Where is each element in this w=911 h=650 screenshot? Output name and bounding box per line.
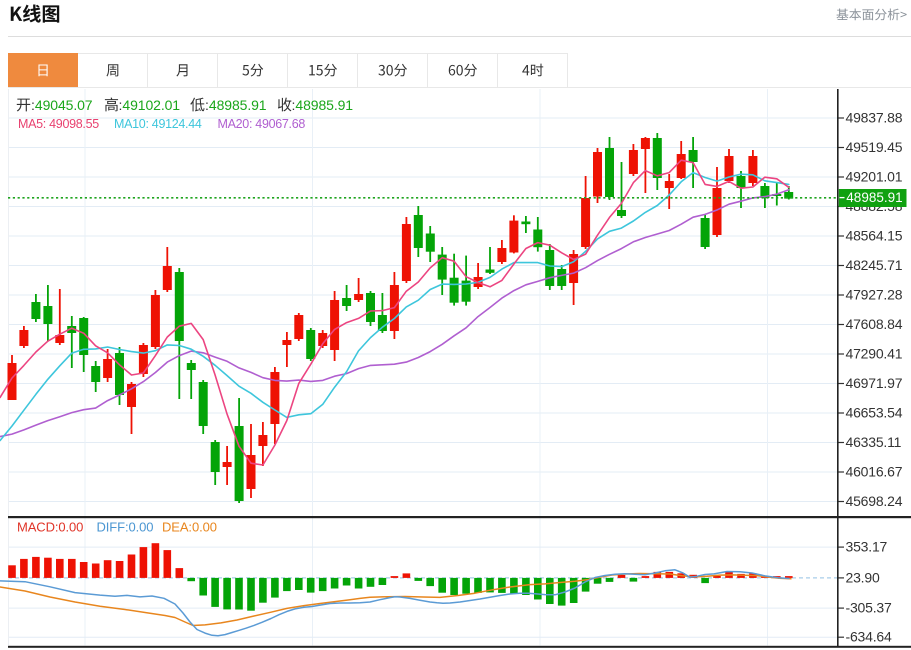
svg-text:23.90: 23.90 xyxy=(846,569,880,585)
svg-text:46016.67: 46016.67 xyxy=(846,464,903,480)
svg-text:46653.54: 46653.54 xyxy=(846,405,903,421)
svg-text:49519.45: 49519.45 xyxy=(846,139,903,155)
svg-text:DIFF:0.00: DIFF:0.00 xyxy=(97,520,154,535)
svg-text:MACD:0.00: MACD:0.00 xyxy=(17,520,83,535)
svg-text:-634.64: -634.64 xyxy=(846,629,892,645)
svg-text:45698.24: 45698.24 xyxy=(846,493,903,509)
svg-text:48564.15: 48564.15 xyxy=(846,228,903,244)
svg-text:DEA:0.00: DEA:0.00 xyxy=(162,520,217,535)
svg-text:46971.97: 46971.97 xyxy=(846,375,903,391)
svg-text:-305.37: -305.37 xyxy=(846,600,892,616)
svg-text:48245.71: 48245.71 xyxy=(846,257,903,273)
svg-text:353.17: 353.17 xyxy=(846,539,888,555)
svg-text:47608.84: 47608.84 xyxy=(846,316,903,332)
svg-text:46335.11: 46335.11 xyxy=(846,434,902,450)
svg-text:47927.28: 47927.28 xyxy=(846,287,903,303)
svg-text:47290.41: 47290.41 xyxy=(846,346,903,362)
svg-text:49201.01: 49201.01 xyxy=(846,169,903,185)
svg-text:48985.91: 48985.91 xyxy=(846,190,902,205)
svg-text:49837.88: 49837.88 xyxy=(846,110,903,126)
